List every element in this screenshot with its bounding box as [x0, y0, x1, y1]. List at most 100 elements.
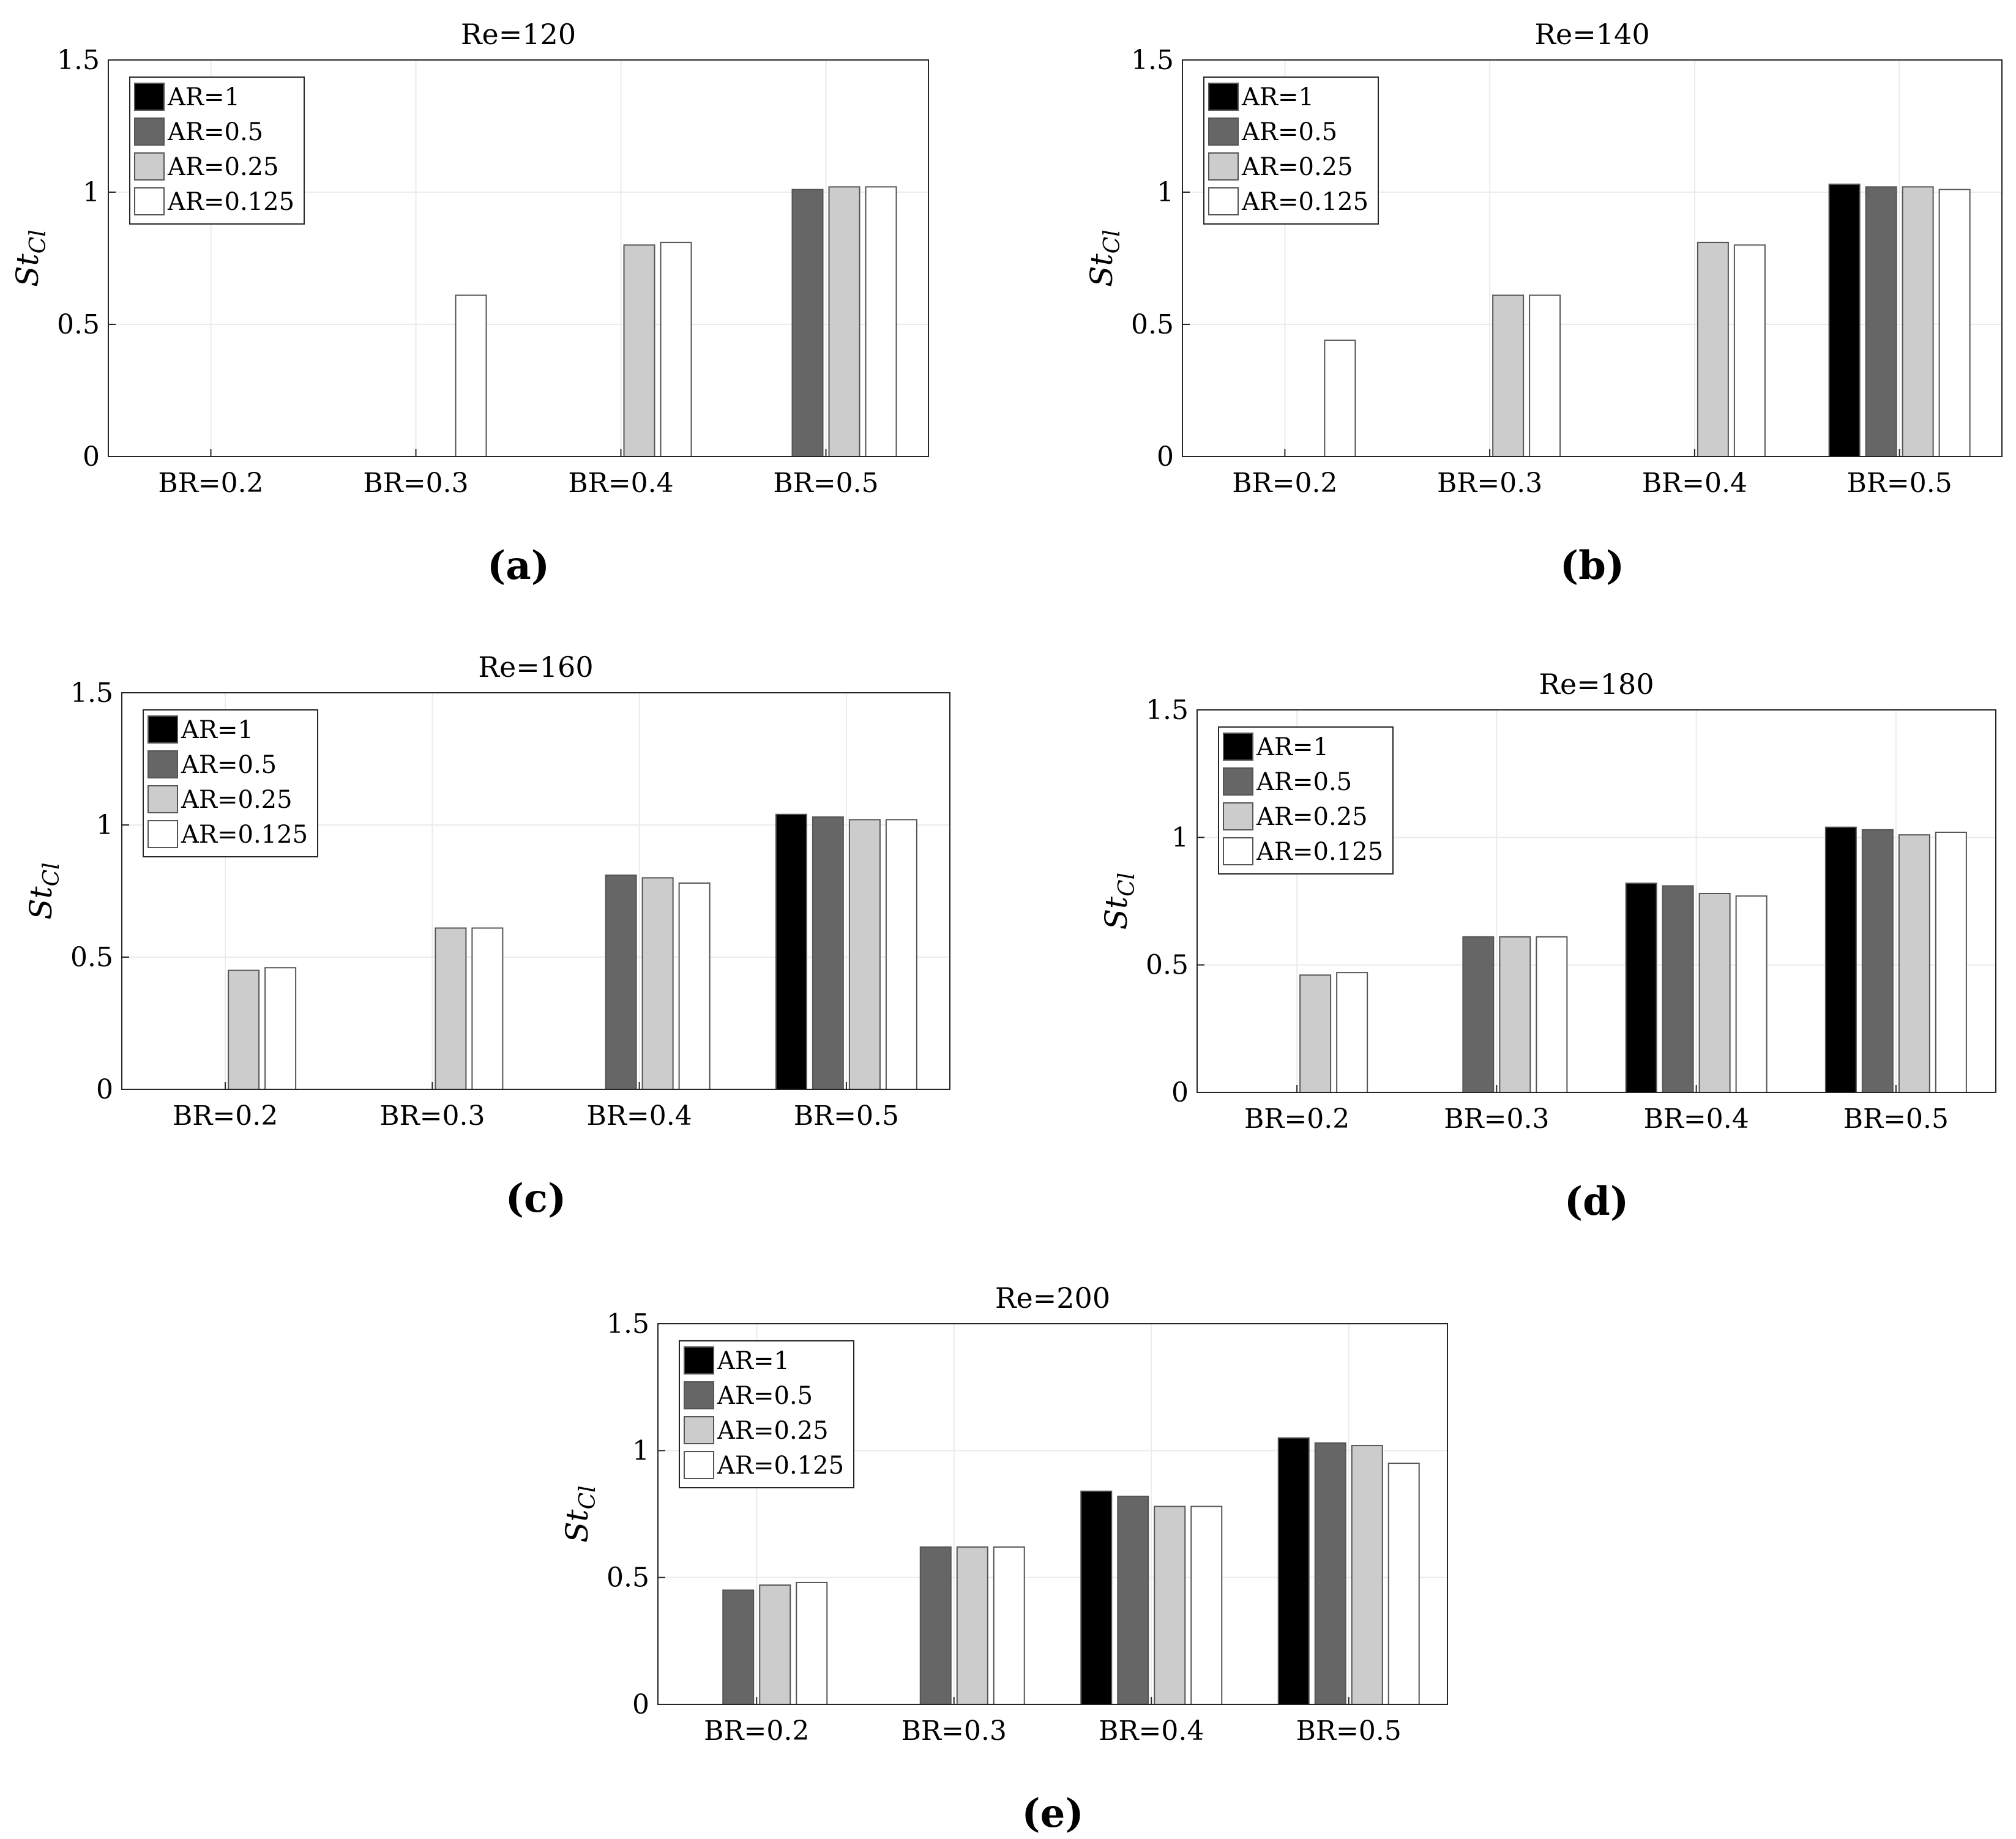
y-tick-label: 0: [83, 441, 100, 472]
legend-label: AR=1: [167, 83, 240, 111]
bar: [1080, 1490, 1113, 1705]
legend-swatch: [134, 187, 165, 215]
legend-label: AR=0.5: [1241, 118, 1337, 146]
legend-label: AR=0.125: [1241, 188, 1368, 216]
y-tick-label: 1: [1157, 177, 1174, 208]
bar: [678, 882, 711, 1091]
y-axis-label-main: St: [1084, 253, 1119, 286]
y-tick-label: 1.5: [70, 677, 113, 709]
legend: AR=1 AR=0.5 AR=0.25 AR=0.125: [143, 709, 318, 857]
legend-swatch: [147, 820, 178, 848]
y-axis-label: StCl: [23, 862, 64, 919]
legend-label: AR=1: [717, 1347, 790, 1375]
bar: [1865, 186, 1897, 457]
legend-swatch: [684, 1381, 714, 1409]
bar: [993, 1546, 1025, 1706]
bar: [812, 816, 844, 1091]
y-axis-label: StCl: [1099, 873, 1140, 930]
legend-label: AR=0.5: [717, 1382, 813, 1410]
bar: [1861, 829, 1894, 1094]
chart-title: Re=180: [1539, 668, 1654, 701]
bar: [1462, 936, 1495, 1094]
panel-label: (a): [487, 543, 550, 589]
bar: [1938, 188, 1971, 457]
legend-label: AR=0.125: [1256, 838, 1383, 866]
y-axis-label-main: St: [10, 253, 45, 286]
legend-swatch: [1208, 152, 1239, 181]
axes-box: [108, 59, 929, 457]
axes-box: [1182, 59, 2003, 457]
legend-swatch: [1223, 733, 1253, 761]
legend-swatch: [684, 1346, 714, 1375]
y-axis-label-main: St: [559, 1509, 595, 1542]
legend-label: AR=0.25: [717, 1417, 829, 1445]
bar: [1277, 1437, 1310, 1706]
bar: [1735, 895, 1768, 1093]
x-tick-label: BR=0.2: [173, 1100, 278, 1132]
chart-panel-2: 0 0.5 1 1.5 BR=0.2 BR=0.3 BR=0.4 BR=0.5 Re=140 St…: [1084, 18, 2003, 589]
y-tick-label: 0.5: [57, 309, 100, 340]
legend: AR=1 AR=0.5 AR=0.25 AR=0.125: [1203, 76, 1379, 225]
bar: [1299, 974, 1332, 1094]
y-tick-label: 0.5: [70, 942, 113, 973]
x-tick-label: BR=0.2: [704, 1715, 809, 1747]
x-tick-label: BR=0.2: [158, 468, 263, 499]
legend-swatch: [134, 83, 165, 111]
chart-title: Re=120: [461, 18, 576, 51]
legend: AR=1 AR=0.5 AR=0.25 AR=0.125: [129, 76, 305, 225]
bar: [796, 1581, 828, 1705]
bar: [791, 188, 824, 457]
bar: [956, 1546, 988, 1706]
y-axis-label: StCl: [10, 229, 51, 286]
legend-swatch: [147, 750, 178, 778]
y-tick-label: 0: [1171, 1077, 1189, 1108]
legend-label: AR=1: [181, 716, 253, 744]
legend-swatch: [134, 118, 165, 146]
bar: [1336, 972, 1368, 1093]
bar: [660, 242, 692, 457]
axes-box: [1197, 709, 1996, 1093]
x-tick-label: BR=0.3: [363, 468, 468, 499]
bar: [1324, 339, 1356, 457]
legend-swatch: [1223, 802, 1253, 830]
x-tick-label: BR=0.4: [1099, 1715, 1204, 1747]
bar: [1154, 1505, 1186, 1706]
bar: [455, 294, 487, 457]
legend-label: AR=0.25: [1241, 153, 1353, 181]
x-tick-label: BR=0.4: [586, 1100, 692, 1132]
bar: [722, 1589, 755, 1705]
y-axis-label-subscript: Cl: [1114, 873, 1140, 897]
legend-swatch: [1208, 83, 1239, 111]
y-tick-label: 0: [632, 1689, 649, 1720]
y-tick-label: 1.5: [57, 45, 100, 76]
y-axis-label-main: St: [23, 886, 59, 919]
bar: [885, 819, 917, 1090]
legend-swatch: [1208, 187, 1239, 215]
bar: [1314, 1442, 1346, 1705]
bar: [1536, 936, 1568, 1094]
legend-swatch: [1223, 837, 1253, 865]
bar: [264, 967, 297, 1091]
chart-panel-4: 0 0.5 1 1.5 BR=0.2 BR=0.3 BR=0.4 BR=0.5 Re=180 St…: [1099, 668, 1996, 1225]
legend-label: AR=0.5: [1256, 768, 1352, 796]
legend-swatch: [147, 715, 178, 744]
bar: [605, 875, 637, 1090]
chart-panel-5: 0 0.5 1 1.5 BR=0.2 BR=0.3 BR=0.4 BR=0.5 Re=200 St…: [559, 1281, 1448, 1837]
x-tick-label: BR=0.5: [1846, 468, 1952, 499]
bar: [1824, 826, 1857, 1093]
x-tick-label: BR=0.3: [379, 1100, 485, 1132]
x-tick-label: BR=0.4: [568, 468, 673, 499]
panel-label: (b): [1560, 543, 1624, 589]
panel-label: (c): [506, 1176, 567, 1222]
y-axis-label-main: St: [1099, 896, 1134, 930]
x-tick-label: BR=0.5: [1843, 1103, 1949, 1135]
x-tick-label: BR=0.5: [794, 1100, 899, 1132]
bar: [1117, 1495, 1149, 1706]
bar: [865, 186, 897, 457]
bar: [1387, 1463, 1420, 1705]
legend-swatch: [1223, 767, 1253, 796]
y-axis-label-subscript: Cl: [575, 1485, 600, 1509]
axes-box: [121, 692, 950, 1090]
bar: [1190, 1505, 1223, 1706]
